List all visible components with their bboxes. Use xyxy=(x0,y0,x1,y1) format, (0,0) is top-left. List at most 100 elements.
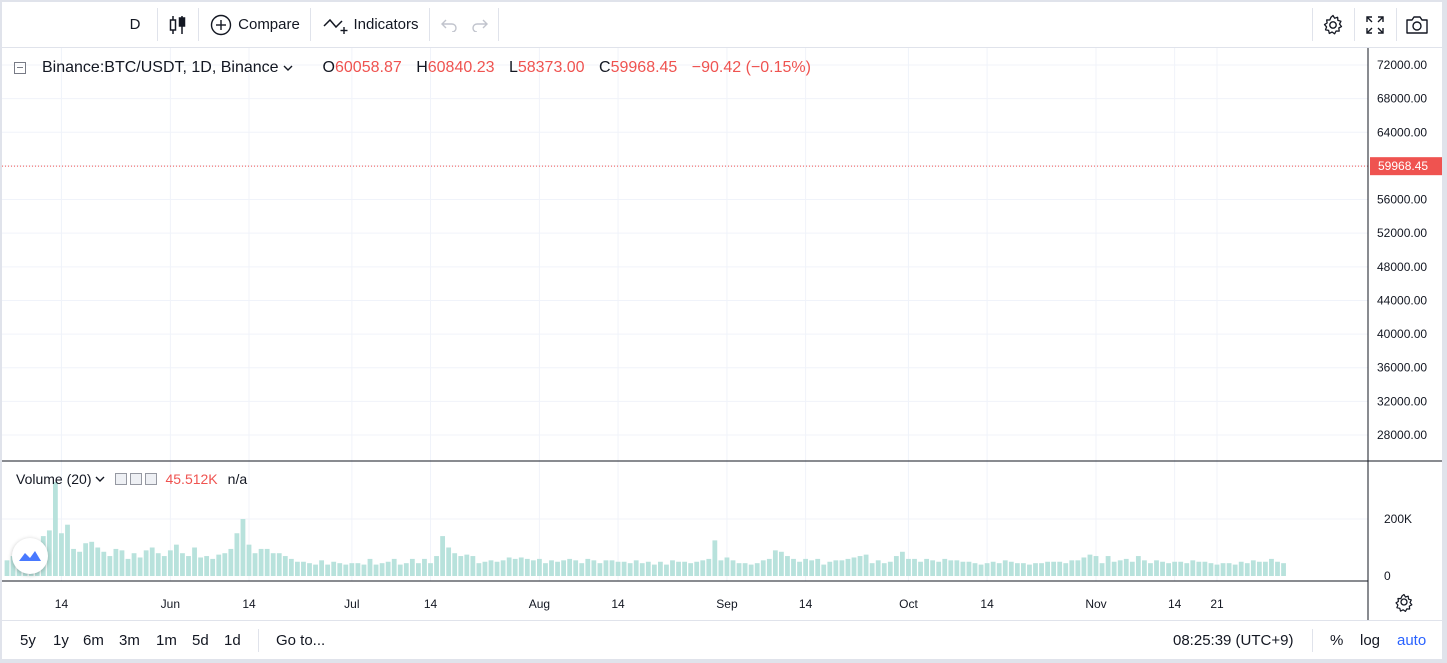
volume-bar xyxy=(1081,557,1087,576)
toolbar-divider xyxy=(429,8,430,41)
compare-button[interactable]: Compare xyxy=(202,2,308,47)
price-chart[interactable]: 28000.00 32000.00 36000.00 40000.00 44000.00… xyxy=(2,48,1442,620)
volume-bar xyxy=(1184,563,1190,576)
volume-bar xyxy=(113,548,119,576)
chart-type-button[interactable] xyxy=(160,2,196,47)
percent-toggle[interactable]: % xyxy=(1330,621,1343,660)
volume-bar xyxy=(658,561,663,576)
volume-bar xyxy=(1075,560,1081,576)
volume-bar xyxy=(742,563,748,576)
volume-bar xyxy=(966,561,972,576)
price-tick-label: 28000.00 xyxy=(1377,428,1427,442)
volume-bar xyxy=(1135,556,1141,576)
volume-bar xyxy=(906,558,911,576)
volume-bar xyxy=(180,553,185,576)
range-1m[interactable]: 1m xyxy=(156,621,177,660)
snapshot-button[interactable] xyxy=(1399,2,1435,47)
chevron-down-icon[interactable] xyxy=(283,64,293,72)
volume-bar xyxy=(863,554,869,576)
volume-bar xyxy=(1014,563,1020,576)
volume-bar xyxy=(161,556,167,576)
volume-bar xyxy=(101,551,107,576)
volume-bar xyxy=(119,550,125,576)
tradingview-logo[interactable] xyxy=(12,538,48,574)
goto-button[interactable]: Go to... xyxy=(276,621,325,660)
volume-bar xyxy=(1021,563,1026,576)
volume-bar xyxy=(772,550,778,576)
volume-bar xyxy=(797,561,802,576)
axis-settings-button[interactable] xyxy=(1395,593,1413,612)
toolbar-divider xyxy=(498,8,499,41)
range-1y[interactable]: 1y xyxy=(53,621,69,660)
close-icon[interactable] xyxy=(145,473,158,485)
gear-icon[interactable] xyxy=(130,473,143,485)
low-key: L xyxy=(508,59,518,76)
volume-bar xyxy=(1123,558,1129,576)
symbol-label[interactable]: Binance:BTC/USDT, 1D, Binance xyxy=(42,59,279,76)
price-axis[interactable]: 28000.00 32000.00 36000.00 40000.00 44000.00… xyxy=(1377,58,1427,442)
interval-button[interactable]: D xyxy=(117,2,153,47)
time-tick-label: 14 xyxy=(242,597,256,611)
volume-bar xyxy=(440,536,445,576)
volume-bar xyxy=(900,551,905,576)
range-label: 5y xyxy=(20,632,36,649)
volume-bar xyxy=(869,563,875,576)
settings-button[interactable] xyxy=(1315,2,1351,47)
volume-bar xyxy=(881,563,887,576)
volume-bar xyxy=(307,563,312,576)
clock[interactable]: 08:25:39 (UTC+9) xyxy=(1173,621,1293,660)
redo-button[interactable] xyxy=(465,2,495,47)
volume-bar xyxy=(325,564,331,576)
time-axis[interactable]: 14 Jun 14 Jul 14 Aug 14 Sep 14 Oct 14 Nov 14 21 xyxy=(55,597,1224,611)
volume-bar xyxy=(591,560,597,576)
grid xyxy=(2,48,1368,581)
volume-bar xyxy=(270,553,276,576)
range-6m[interactable]: 6m xyxy=(83,621,104,660)
indicators-button[interactable]: Indicators xyxy=(314,2,428,47)
price-tick-label: 44000.00 xyxy=(1377,293,1427,307)
volume-bar xyxy=(1111,561,1117,576)
range-5d[interactable]: 5d xyxy=(192,621,209,660)
volume-bar xyxy=(954,560,960,576)
volume-bar xyxy=(766,558,772,576)
volume-bar xyxy=(718,560,724,576)
volume-bar xyxy=(282,556,288,576)
eye-icon[interactable] xyxy=(115,473,128,485)
volume-bar xyxy=(821,564,827,576)
price-tick-label: 68000.00 xyxy=(1377,92,1427,106)
top-toolbar: D Compare Indica xyxy=(2,2,1442,48)
log-toggle[interactable]: log xyxy=(1360,621,1380,660)
volume-bar xyxy=(174,544,179,576)
volume-bar xyxy=(1051,561,1057,576)
volume-bar xyxy=(4,560,10,576)
volume-bar xyxy=(1232,564,1238,576)
price-tick-label: 52000.00 xyxy=(1377,226,1427,240)
volume-bar xyxy=(633,560,639,576)
volume-bar xyxy=(1166,563,1171,576)
price-tick-label: 64000.00 xyxy=(1377,125,1427,139)
price-tick-label: 36000.00 xyxy=(1377,361,1427,375)
volume-bar xyxy=(791,558,796,576)
volume-bar xyxy=(252,553,258,576)
volume-bar xyxy=(1281,563,1286,576)
volume-bar xyxy=(107,556,113,576)
bottom-toolbar: 5y 1y 6m 3m 1m 5d 1d Go to... 08:25:39 (… xyxy=(2,620,1442,660)
fullscreen-button[interactable] xyxy=(1357,2,1393,47)
volume-axis[interactable]: 0 200K xyxy=(1384,512,1412,583)
auto-toggle[interactable]: auto xyxy=(1397,621,1426,660)
chevron-down-icon[interactable] xyxy=(95,475,105,483)
volume-bar xyxy=(186,556,191,576)
undo-button[interactable] xyxy=(434,2,464,47)
range-1d[interactable]: 1d xyxy=(224,621,241,660)
volume-bar xyxy=(1256,561,1262,576)
range-3m[interactable]: 3m xyxy=(119,621,140,660)
price-tick-label: 48000.00 xyxy=(1377,260,1427,274)
volume-bar xyxy=(337,563,343,576)
volume-bar xyxy=(736,563,742,576)
volume-bar xyxy=(585,558,591,576)
collapse-legend-icon[interactable] xyxy=(14,62,26,74)
volume-title[interactable]: Volume (20) xyxy=(16,471,92,487)
range-5y[interactable]: 5y xyxy=(20,621,36,660)
volume-bar xyxy=(397,564,403,576)
